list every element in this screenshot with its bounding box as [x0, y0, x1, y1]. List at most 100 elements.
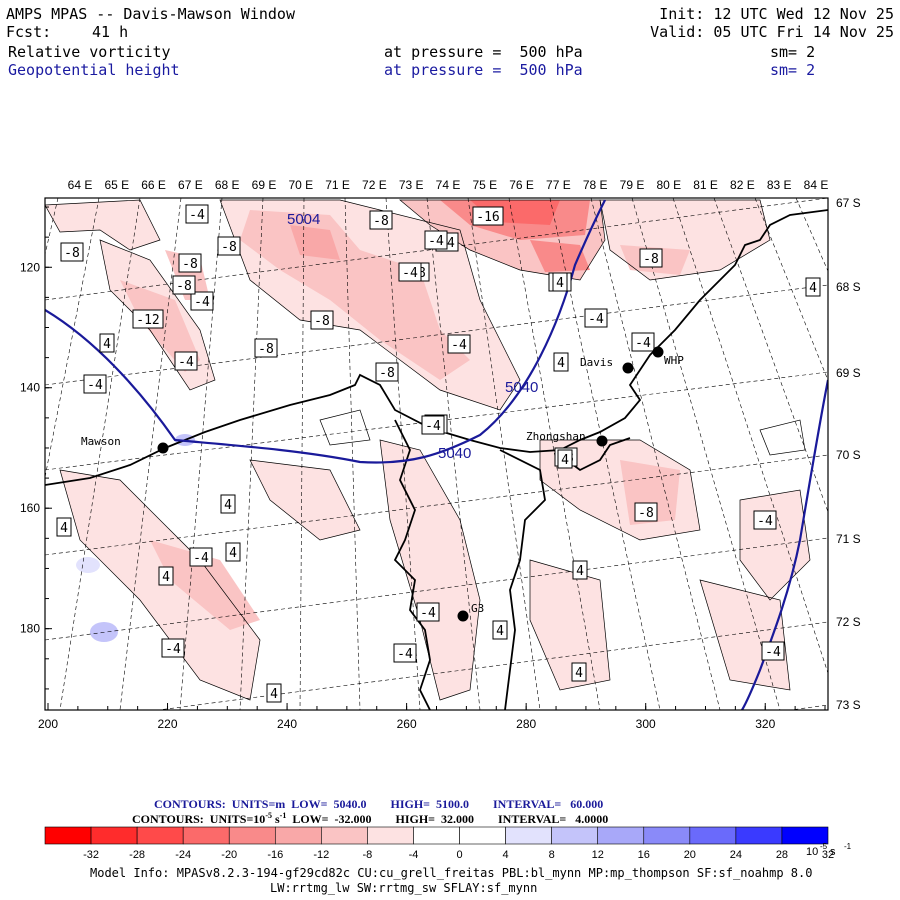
- colorbar-segment: [643, 826, 691, 845]
- vorticity-label-box: [60, 242, 84, 262]
- y-axis: 120 140 160 180: [20, 206, 52, 690]
- latitude-labels: 67 S 68 S 69 S 70 S 71 S 72 S 73 S: [836, 196, 861, 712]
- coastline: [45, 209, 828, 710]
- vorticity-label-box: [421, 415, 445, 435]
- vorticity-label: -4: [635, 336, 651, 351]
- longitude-label: 74 E: [436, 178, 461, 192]
- vorticity-label-box: [557, 449, 573, 469]
- longitude-label: 72 E: [362, 178, 387, 192]
- vorticity-label: -4: [420, 606, 436, 621]
- colorbar-segment: [735, 826, 783, 845]
- colorbar-segment: [781, 826, 829, 845]
- x-axis: 200 220 240 260 280 300 320: [38, 703, 826, 731]
- vorticity-label: 4: [270, 687, 278, 702]
- vorticity-label-box: [217, 236, 241, 256]
- colorbar-tick: 32: [822, 849, 834, 861]
- vorticity-label-box: [398, 262, 422, 282]
- vorticity-label: -16: [476, 210, 499, 225]
- vorticity-label-box: [753, 510, 777, 530]
- vorticity-label: -8: [258, 342, 274, 357]
- colorbar-unit-seconds: s: [830, 846, 836, 858]
- colorbar-segment: [228, 826, 276, 845]
- station-marker: [652, 346, 664, 358]
- longitude-label: 65 E: [104, 178, 129, 192]
- vorticity-label-box: [761, 641, 785, 661]
- longitude-label: 73 E: [399, 178, 424, 192]
- vorticity-label: -4: [428, 234, 444, 249]
- station-marker: [596, 435, 608, 447]
- colorbar-segment: [413, 826, 460, 845]
- latitude-label: 70 S: [836, 448, 861, 462]
- field2-smooth: sm= 2: [770, 61, 816, 79]
- longitude-labels: 64 E 65 E 66 E 67 E 68 E 69 E 70 E 71 E 72 E 73 E…: [68, 178, 829, 192]
- x-tick-label: 220: [158, 717, 178, 731]
- colorbar-segment: [274, 826, 322, 845]
- vorticity-label: 4: [103, 337, 111, 352]
- vorticity-labels: -4-8-8-8-4-8-16-4-8-8-4-12-4-4-8-8-4-8-4…: [56, 204, 821, 703]
- latitude-label: 68 S: [836, 280, 861, 294]
- height-contours: [45, 199, 828, 710]
- colorbar-segment: [551, 826, 599, 845]
- vorticity-label-box: [161, 638, 185, 658]
- colorbar-tick: -8: [363, 849, 373, 861]
- vorticity-label: -8: [638, 506, 654, 521]
- vorticity-label: -4: [165, 642, 181, 657]
- vorticity-label: 4: [556, 276, 564, 291]
- colorbar-tick: -32: [83, 849, 99, 861]
- vorticity-label-box: [639, 248, 663, 268]
- latitude-label: 72 S: [836, 615, 861, 629]
- vorticity-label-box: [375, 362, 399, 382]
- height-label: 5040: [505, 379, 538, 396]
- colorbar-tick: 20: [684, 849, 696, 861]
- model-info-line2: LW:rrtmg_lw SW:rrtmg_sw SFLAY:sf_mynn: [270, 881, 538, 895]
- x-tick-label: 260: [397, 717, 417, 731]
- vorticity-label: 4: [557, 356, 565, 371]
- y-tick-label: 140: [20, 381, 40, 395]
- colorbar-segment: [689, 826, 737, 845]
- vorticity-label-box: [266, 683, 282, 703]
- vorticity-label-box: [178, 253, 202, 273]
- vorticity-label-box: [132, 309, 164, 329]
- colorbar-tick: -16: [267, 849, 283, 861]
- colorbar-segment: [90, 826, 138, 845]
- vorticity-label: -4: [757, 514, 773, 529]
- y-tick-label: 180: [20, 622, 40, 636]
- colorbar-tick: 0: [456, 849, 462, 861]
- vorticity-label: 4: [224, 498, 232, 513]
- vorticity-label-box: [472, 206, 504, 226]
- vorticity-label: -8: [64, 246, 80, 261]
- station-marker: [457, 610, 469, 622]
- vorticity-label-box: [225, 542, 241, 562]
- station-label: Mawson: [81, 435, 121, 448]
- longitude-label: 82 E: [730, 178, 755, 192]
- vorticity-contour-info: CONTOURS: UNITS=10-5 s-1 LOW= -32.000 HI…: [132, 811, 609, 826]
- vorticity-label-box: [172, 275, 196, 295]
- station-marker: [157, 442, 169, 454]
- longitude-label: 84 E: [804, 178, 829, 192]
- station-label: G3: [471, 602, 484, 615]
- vorticity-label: 4: [496, 624, 504, 639]
- vorticity-label-box: [447, 334, 471, 354]
- colorbar-tick: 12: [592, 849, 604, 861]
- vorticity-label: 4: [809, 281, 817, 296]
- longitude-label: 81 E: [693, 178, 718, 192]
- vorticity-label: -4: [178, 355, 194, 370]
- vorticity-label: -12: [136, 313, 159, 328]
- vorticity-label-box: [393, 643, 417, 663]
- vorticity-label-box: [56, 517, 72, 537]
- vorticity-label: -8: [176, 279, 192, 294]
- colorbar-segment: [321, 826, 368, 845]
- x-tick-label: 200: [38, 717, 58, 731]
- field2-name: Geopotential height: [8, 61, 180, 79]
- vorticity-label: -8: [314, 314, 330, 329]
- vorticity-label: -8: [379, 366, 395, 381]
- vorticity-label: -4: [425, 419, 441, 434]
- height-contour-info: CONTOURS: UNITS=m LOW= 5040.0 HIGH= 5100…: [154, 797, 604, 811]
- forecast-hours: 41 h: [92, 23, 129, 41]
- vorticity-label: -4: [397, 647, 413, 662]
- vorticity-label: -4: [402, 266, 418, 281]
- vorticity-label-box: [189, 547, 213, 567]
- longitude-label: 66 E: [141, 178, 166, 192]
- station-label: Davis: [580, 356, 613, 369]
